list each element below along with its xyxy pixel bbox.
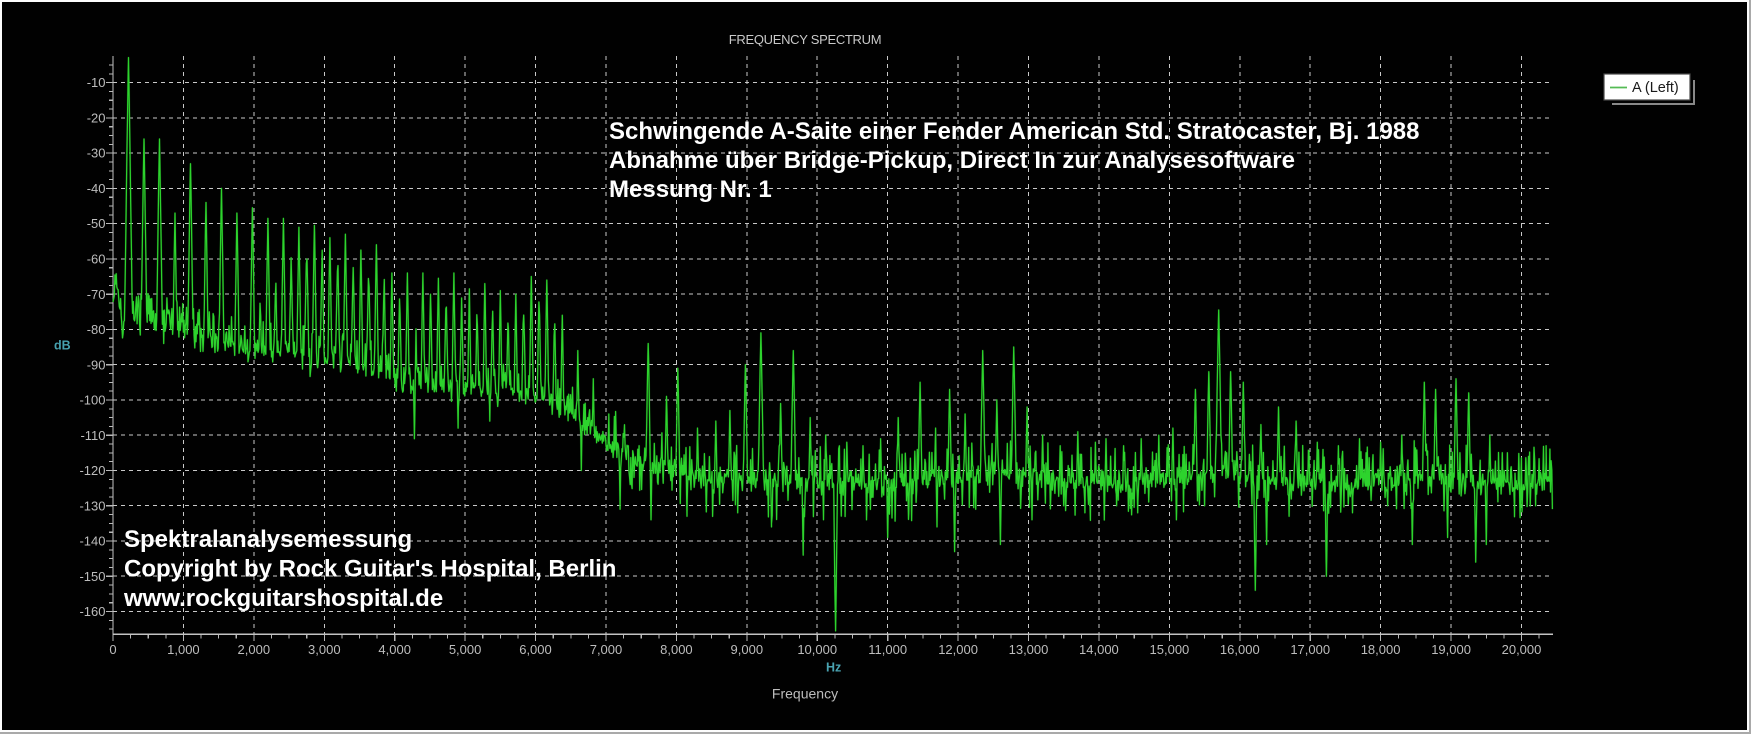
svg-text:Frequency: Frequency	[772, 686, 838, 702]
svg-text:15,000: 15,000	[1150, 642, 1190, 657]
svg-text:7,000: 7,000	[590, 642, 623, 657]
svg-text:13,000: 13,000	[1009, 642, 1049, 657]
svg-text:17,000: 17,000	[1290, 642, 1330, 657]
svg-text:Abnahme über Bridge-Pickup, Di: Abnahme über Bridge-Pickup, Direct In zu…	[609, 147, 1295, 174]
svg-text:9,000: 9,000	[731, 642, 764, 657]
svg-text:FREQUENCY SPECTRUM: FREQUENCY SPECTRUM	[729, 32, 882, 47]
svg-text:Schwingende A-Saite einer Fend: Schwingende A-Saite einer Fender America…	[609, 118, 1420, 145]
svg-text:-130: -130	[79, 498, 105, 513]
svg-text:-80: -80	[87, 322, 106, 337]
svg-text:-10: -10	[87, 75, 106, 90]
svg-text:Copyright by Rock Guitar's Hos: Copyright by Rock Guitar's Hospital, Ber…	[124, 556, 616, 583]
svg-text:www.rockguitarshospital.de: www.rockguitarshospital.de	[123, 585, 443, 612]
svg-text:3,000: 3,000	[308, 642, 341, 657]
svg-text:-70: -70	[87, 287, 106, 302]
svg-text:-160: -160	[79, 604, 105, 619]
svg-text:0: 0	[109, 642, 116, 657]
svg-text:-110: -110	[80, 428, 105, 443]
svg-text:5,000: 5,000	[449, 642, 482, 657]
svg-text:-100: -100	[79, 393, 105, 408]
svg-text:1,000: 1,000	[167, 642, 200, 657]
svg-text:-60: -60	[87, 252, 106, 267]
svg-text:12,000: 12,000	[938, 642, 978, 657]
svg-text:-20: -20	[87, 111, 106, 126]
svg-text:-30: -30	[87, 146, 106, 161]
svg-text:16,000: 16,000	[1220, 642, 1260, 657]
svg-text:-120: -120	[79, 463, 105, 478]
svg-text:-40: -40	[87, 181, 106, 196]
svg-text:-90: -90	[87, 357, 106, 372]
svg-text:18,000: 18,000	[1361, 642, 1401, 657]
svg-text:-140: -140	[79, 534, 105, 549]
svg-text:2,000: 2,000	[238, 642, 271, 657]
svg-text:-150: -150	[79, 569, 105, 584]
svg-text:-50: -50	[87, 216, 106, 231]
svg-text:14,000: 14,000	[1079, 642, 1119, 657]
svg-text:20,000: 20,000	[1502, 642, 1542, 657]
svg-text:Spektralanalysemessung: Spektralanalysemessung	[124, 526, 412, 553]
svg-text:10,000: 10,000	[797, 642, 837, 657]
svg-text:4,000: 4,000	[378, 642, 411, 657]
svg-text:Hz: Hz	[826, 661, 841, 675]
svg-text:8,000: 8,000	[660, 642, 693, 657]
svg-text:11,000: 11,000	[868, 642, 907, 657]
svg-text:6,000: 6,000	[519, 642, 552, 657]
svg-text:A (Left): A (Left)	[1632, 80, 1679, 96]
svg-text:dB: dB	[54, 339, 71, 353]
svg-text:Messung Nr. 1: Messung Nr. 1	[609, 176, 772, 203]
svg-text:19,000: 19,000	[1431, 642, 1471, 657]
